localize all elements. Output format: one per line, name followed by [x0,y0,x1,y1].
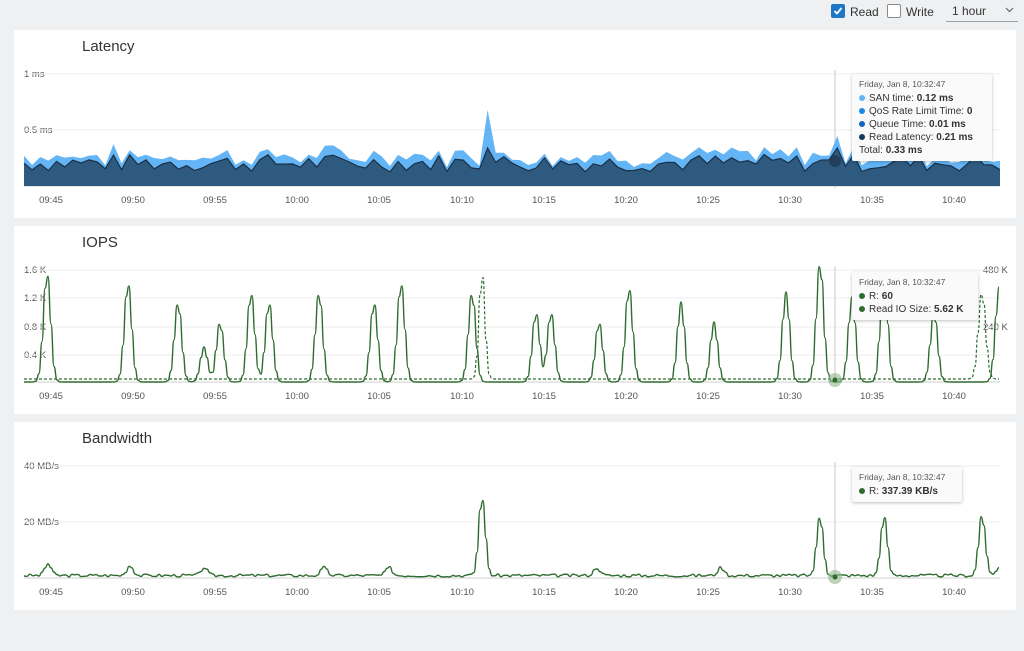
x-tick-label: 10:30 [778,195,802,206]
series-dot [859,134,865,141]
tooltip-value: 0.12 ms [916,93,954,104]
bandwidth-chart[interactable] [14,422,1016,610]
iops-panel: IOPS 1.6 K 1.2 K 0.8 K 0.4 K 480 K 240 K… [14,226,1016,414]
tooltip-row: Read IO Size: 5.62 K [859,303,971,316]
tooltip-row: R: 60 [859,290,971,303]
x-tick-label: 10:30 [778,587,802,598]
latency-chart[interactable] [14,30,1016,218]
x-tick-label: 10:00 [285,391,309,402]
x-tick-label: 09:45 [39,391,63,402]
hover-point [832,377,838,383]
x-tick-label: 10:15 [532,587,556,598]
tooltip-label: R: [869,291,879,302]
x-tick-label: 10:20 [614,391,638,402]
read-latency-line [23,146,1001,173]
tooltip-label: SAN time: [869,93,915,104]
toolbar: Read Write 1 hour [0,0,1024,24]
tooltip-time: Friday, Jan 8, 10:32:47 [859,472,946,482]
tooltip-time: Friday, Jan 8, 10:32:47 [859,79,946,89]
tooltip-value: 0.21 ms [936,132,973,143]
series-dot [859,488,865,495]
tooltip-value: 337.39 KB/s [881,486,938,497]
x-tick-label: 10:10 [450,195,474,206]
x-tick-label: 10:05 [367,195,391,206]
x-tick-label: 10:10 [450,587,474,598]
tooltip-row: R: 337.39 KB/s [859,485,955,498]
x-tick-label: 10:00 [285,195,309,206]
x-tick-label: 10:25 [696,587,720,598]
series-dot [859,293,865,300]
chevron-down-icon [1005,7,1014,13]
iops-title: IOPS [82,234,118,251]
tooltip-row: QoS Rate Limit Time: 0 [859,105,985,118]
iops-tooltip: Friday, Jan 8, 10:32:47 R: 60 Read IO Si… [852,272,978,320]
x-tick-label: 10:00 [285,587,309,598]
iops-chart[interactable] [14,226,1016,414]
read-label[interactable]: Read [850,5,879,19]
latency-title: Latency [82,38,135,55]
read-checkbox[interactable] [831,4,845,18]
x-tick-label: 10:15 [532,195,556,206]
x-tick-label: 10:35 [860,587,884,598]
latency-tooltip: Friday, Jan 8, 10:32:47 SAN time: 0.12 m… [852,74,992,161]
x-tick-label: 10:35 [860,195,884,206]
tooltip-label: Read IO Size: [869,304,932,315]
x-tick-label: 10:40 [942,587,966,598]
x-tick-label: 09:50 [121,391,145,402]
x-tick-label: 09:50 [121,195,145,206]
x-tick-label: 09:55 [203,391,227,402]
x-tick-label: 10:15 [532,391,556,402]
x-tick-label: 10:05 [367,391,391,402]
tooltip-label: Queue Time: [869,119,927,130]
read-latency-area [24,148,1000,186]
x-tick-label: 10:35 [860,391,884,402]
x-tick-label: 10:20 [614,587,638,598]
series-dot [859,306,865,313]
tooltip-row: SAN time: 0.12 ms [859,92,985,105]
tooltip-total: Total: 0.33 ms [859,144,985,157]
tooltip-value: 0 [966,106,973,117]
time-range-select[interactable]: 1 hour [946,0,1018,22]
tooltip-value: 5.62 K [934,304,964,315]
tooltip-label: R: [869,486,879,497]
x-tick-label: 10:20 [614,195,638,206]
series-dot [859,95,865,102]
x-tick-label: 10:05 [367,587,391,598]
write-label[interactable]: Write [906,5,934,19]
read-bandwidth-line [23,499,1000,578]
tooltip-value: 0.01 ms [929,119,966,130]
x-tick-label: 09:45 [39,587,63,598]
bandwidth-panel: Bandwidth 40 MB/s 20 MB/s Friday, Jan 8,… [14,422,1016,610]
latency-panel: Latency 1 ms 0.5 ms Friday, Jan 8, 10:32… [14,30,1016,218]
time-range-value: 1 hour [952,4,987,18]
read-io-size-line [24,276,1000,380]
x-tick-label: 09:55 [203,587,227,598]
tooltip-row: Read Latency: 0.21 ms [859,131,985,144]
tooltip-label: QoS Rate Limit Time: [869,106,965,117]
checkmark-icon [833,7,843,15]
x-tick-label: 10:40 [942,195,966,206]
x-tick-label: 09:55 [203,195,227,206]
tooltip-row: Queue Time: 0.01 ms [859,118,985,131]
hover-marker [829,155,841,167]
series-dot [859,121,865,128]
tooltip-label: Total: [859,145,883,156]
x-tick-label: 10:10 [450,391,474,402]
write-checkbox[interactable] [887,4,901,18]
x-tick-label: 10:30 [778,391,802,402]
tooltip-value: 0.33 ms [885,145,923,156]
x-tick-label: 10:25 [696,391,720,402]
x-tick-label: 10:25 [696,195,720,206]
tooltip-time: Friday, Jan 8, 10:32:47 [859,277,946,287]
tooltip-label: Read Latency: [869,132,934,143]
series-dot [859,108,865,115]
bandwidth-title: Bandwidth [82,430,153,447]
x-tick-label: 10:40 [942,391,966,402]
x-tick-label: 09:50 [121,587,145,598]
bandwidth-tooltip: Friday, Jan 8, 10:32:47 R: 337.39 KB/s [852,467,962,502]
hover-point [832,574,838,580]
tooltip-value: 60 [881,291,893,302]
x-tick-label: 09:45 [39,195,63,206]
